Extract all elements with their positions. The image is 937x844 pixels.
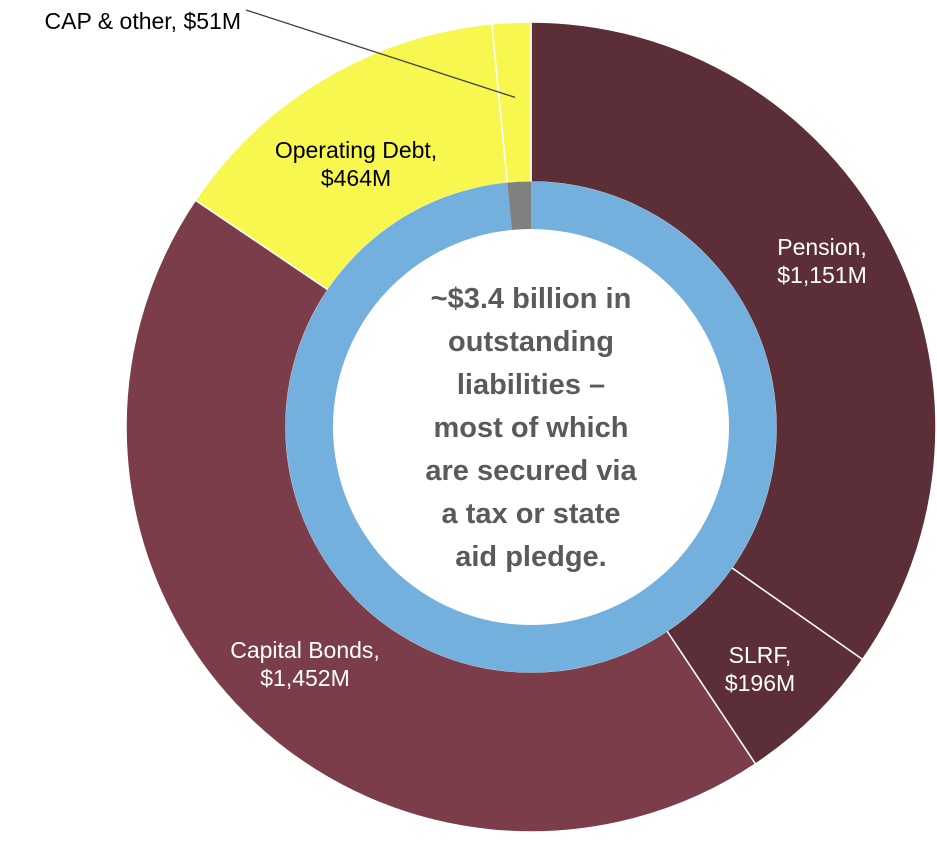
- label-line: CAP & other, $51M: [45, 8, 241, 34]
- label-line: $464M: [321, 165, 391, 191]
- label-line: $196M: [725, 670, 795, 696]
- label-slrf: SLRF, $196M: [725, 642, 795, 696]
- label-line: Capital Bonds,: [230, 637, 380, 663]
- label-cap-and-other: CAP & other, $51M: [45, 8, 241, 34]
- center-line: liabilities –: [457, 369, 605, 401]
- label-line: $1,151M: [777, 262, 867, 288]
- leader-line: [245, 9, 516, 99]
- label-pension: Pension, $1,151M: [777, 234, 867, 288]
- label-operating-debt: Operating Debt, $464M: [275, 137, 437, 191]
- label-line: Pension,: [777, 234, 867, 260]
- outer-ring: [125, 21, 937, 833]
- center-line: a tax or state: [442, 498, 621, 530]
- donut-hole: [333, 229, 729, 625]
- center-line: outstanding: [448, 326, 614, 358]
- inner-slice-2: [507, 181, 531, 231]
- label-line: $1,452M: [260, 665, 350, 691]
- center-line: aid pledge.: [455, 541, 606, 573]
- center-line: most of which: [434, 412, 629, 444]
- label-capital-bonds: Capital Bonds, $1,452M: [230, 637, 380, 691]
- inner-ring: [285, 181, 777, 673]
- center-annotation: ~$3.4 billion in outstanding liabilities –…: [425, 283, 637, 573]
- center-line: ~$3.4 billion in: [431, 283, 632, 315]
- label-line: Operating Debt,: [275, 137, 437, 163]
- center-line: are secured via: [425, 455, 637, 487]
- label-line: SLRF,: [729, 642, 792, 668]
